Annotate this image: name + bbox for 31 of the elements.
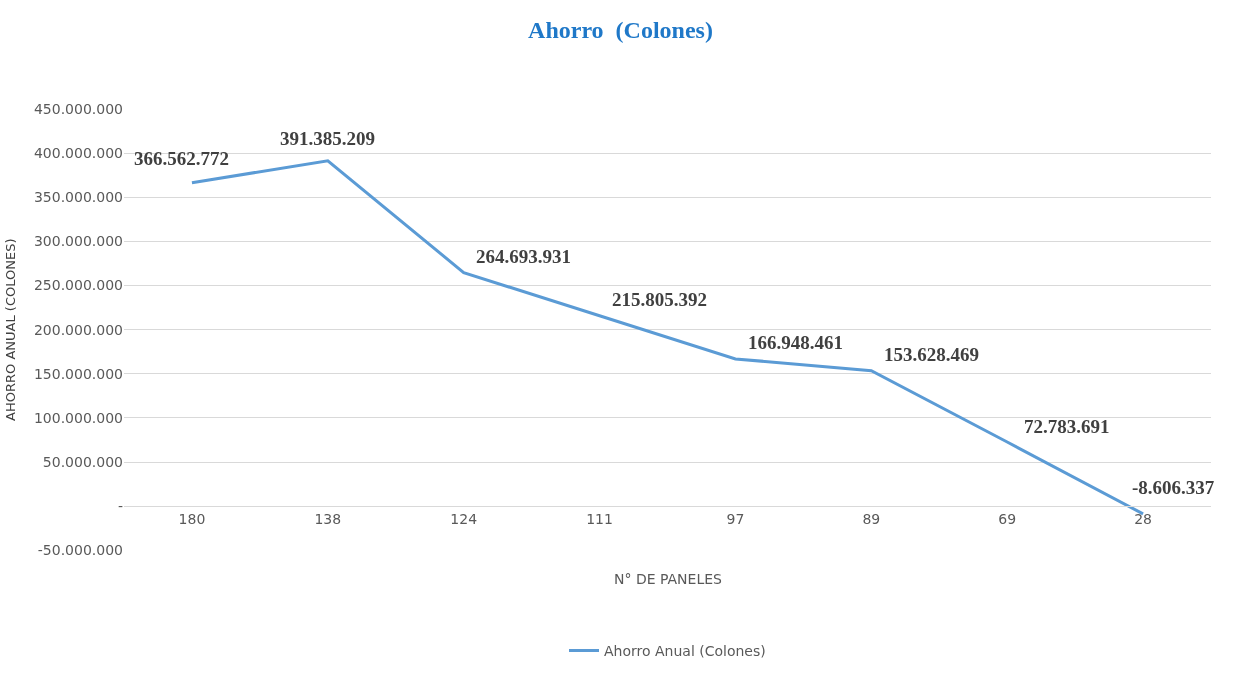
x-tick-label: 89 (862, 511, 881, 528)
x-tick-label: 180 (178, 511, 206, 528)
y-axis-title: AHORRO ANUAL (COLONES) (2, 238, 18, 421)
y-tick-label: 200.000.000 (33, 321, 123, 338)
chart-title: Ahorro (Colones) (528, 16, 713, 43)
y-tick-label: 400.000.000 (33, 145, 123, 162)
data-label: 72.783.691 (1024, 416, 1110, 437)
y-tick-label: 250.000.000 (33, 277, 123, 294)
data-label: 166.948.461 (748, 332, 843, 353)
data-label: 366.562.772 (134, 148, 229, 169)
y-tick-label: 450.000.000 (33, 100, 123, 117)
data-label: 153.628.469 (884, 344, 979, 365)
y-tick-label: -50.000.000 (37, 542, 123, 559)
x-axis-title: N° DE PANELES (614, 571, 723, 587)
data-label: 215.805.392 (612, 289, 707, 310)
data-label: -8.606.337 (1132, 477, 1215, 498)
y-tick-label: - (117, 498, 123, 515)
x-tick-label: 124 (450, 511, 478, 528)
data-label: 391.385.209 (280, 128, 375, 149)
x-tick-label: 97 (726, 511, 745, 528)
legend-label: Ahorro Anual (Colones) (604, 642, 766, 659)
x-tick-label: 28 (1134, 511, 1152, 528)
y-tick-label: 150.000.000 (33, 365, 123, 382)
x-tick-label: 138 (314, 511, 342, 528)
y-tick-label: 350.000.000 (33, 189, 123, 206)
x-tick-label: 111 (586, 511, 613, 528)
y-tick-label: 100.000.000 (33, 409, 123, 426)
y-tick-label: 50.000.000 (42, 454, 123, 471)
x-tick-label: 69 (998, 511, 1017, 528)
data-label: 264.693.931 (476, 246, 571, 267)
y-tick-label: 300.000.000 (33, 233, 123, 250)
